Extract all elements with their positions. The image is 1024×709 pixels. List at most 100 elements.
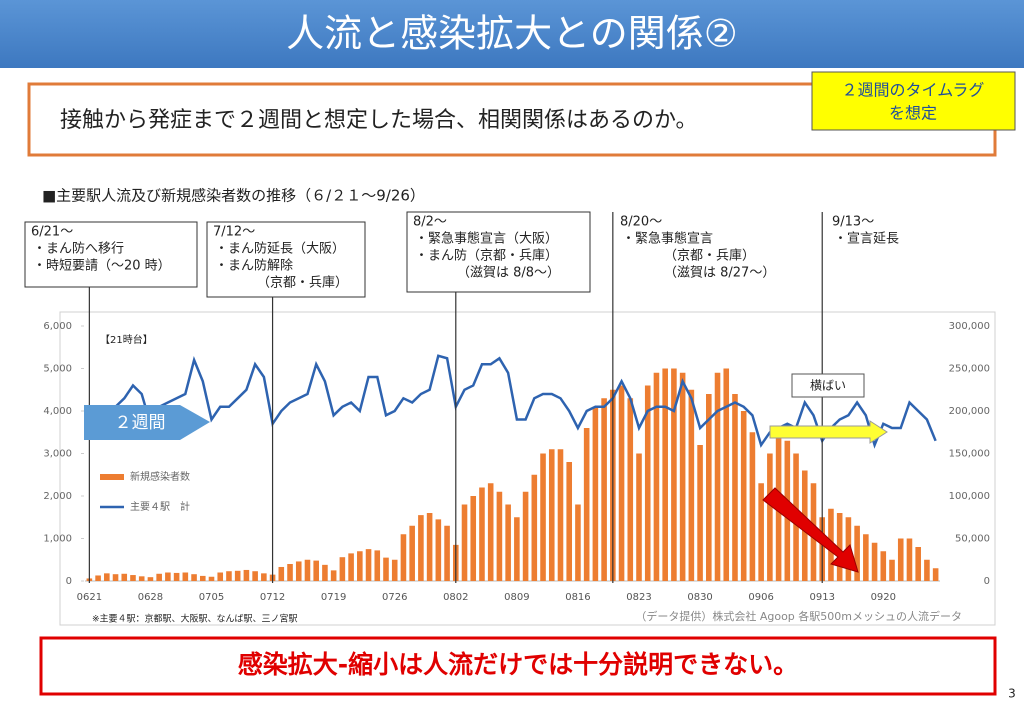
legend-label: 主要４駅 計 xyxy=(130,500,190,513)
event-box xyxy=(24,221,198,288)
y-tick-label: 2,000 xyxy=(43,491,72,502)
x-tick-label: 0719 xyxy=(321,592,346,603)
bar xyxy=(165,572,171,581)
bar xyxy=(871,542,878,581)
bar xyxy=(444,525,450,581)
bar xyxy=(906,538,913,581)
event-date: 7/12〜 xyxy=(213,225,255,240)
footnote: ※主要４駅：京都駅、大阪駅、なんば駅、三ノ宮駅 xyxy=(92,613,298,625)
bar xyxy=(618,385,625,581)
bar xyxy=(505,504,511,581)
bar xyxy=(723,368,730,581)
event-box xyxy=(406,211,591,293)
bar xyxy=(688,389,695,581)
bar xyxy=(339,557,346,581)
event-date: 9/13〜 xyxy=(832,215,874,230)
event-line-text: （滋賀は 8/27〜） xyxy=(664,266,775,281)
bar xyxy=(208,576,215,581)
event-line-text: ・緊急事態宣言（大阪） xyxy=(415,231,558,247)
conclusion: 感染拡大-縮小は人流だけでは十分説明できない。 xyxy=(238,650,798,679)
event-line-text: ・時短要請（〜20 時） xyxy=(33,259,171,274)
bar xyxy=(714,372,721,581)
bar xyxy=(374,550,381,581)
bar xyxy=(199,575,206,581)
x-tick-label: 0809 xyxy=(504,592,529,603)
bar xyxy=(243,569,250,581)
bar xyxy=(662,368,668,581)
bar xyxy=(897,538,904,581)
event-line-text: ・宣言延長 xyxy=(834,231,899,247)
bar xyxy=(252,571,258,581)
conclusion-box xyxy=(39,636,997,696)
bar xyxy=(348,553,354,581)
flat-label: 横ばい xyxy=(810,379,846,393)
chart-title: ■主要駅人流及び新規感染者数の推移（６/２１〜9/26） xyxy=(42,187,425,205)
y-tick-label: 5,000 xyxy=(43,364,72,375)
bar xyxy=(313,560,319,581)
bar xyxy=(767,453,773,581)
bar xyxy=(147,577,154,581)
bar xyxy=(644,385,651,581)
flat-box xyxy=(791,373,865,398)
x-tick-label: 0726 xyxy=(382,592,407,603)
bar xyxy=(234,570,241,581)
x-tick-label: 0906 xyxy=(748,592,773,603)
y-tick-label: 4,000 xyxy=(43,406,72,417)
bar xyxy=(679,372,686,581)
legend-label: 新規感染者数 xyxy=(130,470,190,483)
bar xyxy=(418,515,424,581)
y-tick-label: 250,000 xyxy=(949,364,990,375)
event-date: 8/2〜 xyxy=(413,215,447,230)
bar xyxy=(383,557,389,581)
bar xyxy=(557,449,564,581)
flat-arrow xyxy=(769,420,888,444)
x-tick-label: 0920 xyxy=(871,592,896,603)
bar xyxy=(924,559,930,581)
lag-label: ２週間 xyxy=(115,413,166,433)
x-tick-label: 0628 xyxy=(138,592,163,603)
bar xyxy=(627,398,634,581)
bar xyxy=(304,559,311,581)
bar xyxy=(531,474,538,581)
bar xyxy=(548,449,555,581)
y-tick-label: 0 xyxy=(66,576,72,587)
bar xyxy=(130,575,136,581)
event-date: 6/21〜 xyxy=(31,225,73,240)
bar xyxy=(592,406,599,581)
event-line-text: ・まん防へ移行 xyxy=(33,241,124,257)
bar xyxy=(112,574,119,581)
bar xyxy=(932,568,939,581)
decline-arrow xyxy=(762,487,859,573)
y-tick-label: 6,000 xyxy=(43,321,72,332)
bar xyxy=(461,504,468,581)
y-tick-label: 0 xyxy=(984,576,990,587)
bar xyxy=(156,573,162,581)
bar xyxy=(749,432,756,581)
bar xyxy=(138,576,145,581)
bar xyxy=(653,372,660,581)
bar xyxy=(671,368,677,581)
bar xyxy=(261,573,267,581)
event-date: 8/20〜 xyxy=(620,215,662,230)
event-line-text: ・まん防解除 xyxy=(215,258,293,274)
x-tick-label: 0802 xyxy=(443,592,468,603)
hour-label: 【21時台】 xyxy=(100,333,153,346)
bar xyxy=(915,547,921,581)
bar xyxy=(836,513,843,581)
bar xyxy=(540,453,546,581)
y-tick-label: 100,000 xyxy=(949,491,990,502)
bar xyxy=(566,462,573,581)
legend-swatch xyxy=(100,474,124,480)
x-tick-label: 0816 xyxy=(565,592,590,603)
bar xyxy=(173,572,180,581)
y-tick-label: 1,000 xyxy=(43,534,72,545)
x-tick-label: 0712 xyxy=(260,592,285,603)
bar xyxy=(496,491,503,581)
bar xyxy=(583,428,590,581)
bar xyxy=(226,571,232,581)
bar xyxy=(758,483,764,581)
bar xyxy=(706,394,712,581)
event-line-text: ・まん防（京都・兵庫） xyxy=(415,248,558,264)
x-tick-label: 0823 xyxy=(626,592,651,603)
